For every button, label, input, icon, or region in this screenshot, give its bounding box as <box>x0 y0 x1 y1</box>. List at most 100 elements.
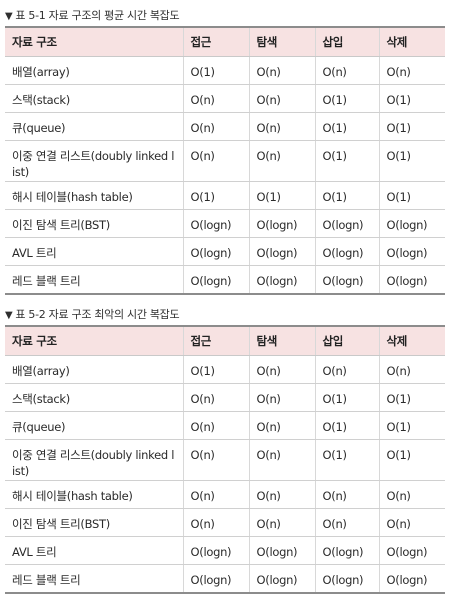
cell-access: O(logn) <box>182 237 249 266</box>
cell-access: O(logn) <box>182 209 249 238</box>
cell-delete: O(1) <box>378 411 445 440</box>
cell-structure: 이중 연결 리스트(doubly linked list) <box>5 140 183 182</box>
table-row: 이중 연결 리스트(doubly linked list) O(n) O(n) … <box>5 439 445 481</box>
cell-delete: O(1) <box>378 383 445 412</box>
cell-access: O(1) <box>182 355 249 384</box>
header-search: 탐색 <box>248 325 315 356</box>
cell-search: O(n) <box>248 56 315 85</box>
cell-structure: 스택(stack) <box>5 84 183 113</box>
triangle-down-icon: ▼ <box>5 310 13 321</box>
cell-insert: O(1) <box>314 411 379 440</box>
cell-search: O(n) <box>248 84 315 113</box>
cell-search: O(logn) <box>248 536 315 565</box>
table-row: 레드 블랙 트리 O(logn) O(logn) O(logn) O(logn) <box>5 564 445 594</box>
cell-structure: 이중 연결 리스트(doubly linked list) <box>5 439 183 481</box>
table-section-average: ▼ 표 5-1 자료 구조의 평균 시간 복잡도 자료 구조 접근 탐색 삽입 삭… <box>5 6 445 295</box>
cell-search: O(n) <box>248 411 315 440</box>
cell-structure: 해시 테이블(hash table) <box>5 181 183 210</box>
cell-delete: O(1) <box>378 84 445 113</box>
header-delete: 삭제 <box>378 26 445 57</box>
cell-delete: O(n) <box>378 56 445 85</box>
cell-structure: 큐(queue) <box>5 112 183 141</box>
header-access: 접근 <box>182 325 249 356</box>
header-search: 탐색 <box>248 26 315 57</box>
cell-insert: O(n) <box>314 480 379 509</box>
cell-insert: O(1) <box>314 383 379 412</box>
cell-access: O(logn) <box>182 265 249 295</box>
cell-insert: O(logn) <box>314 564 379 594</box>
caption-text: 표 5-2 자료 구조 최악의 시간 복잡도 <box>15 308 180 321</box>
table-section-worst: ▼ 표 5-2 자료 구조 최악의 시간 복잡도 자료 구조 접근 탐색 삽입 삭… <box>5 305 445 594</box>
cell-insert: O(1) <box>314 84 379 113</box>
table-row: 이진 탐색 트리(BST) O(n) O(n) O(n) O(n) <box>5 508 445 537</box>
cell-search: O(n) <box>248 355 315 384</box>
cell-insert: O(1) <box>314 181 379 210</box>
cell-insert: O(logn) <box>314 265 379 295</box>
caption-text: 표 5-1 자료 구조의 평균 시간 복잡도 <box>15 9 180 22</box>
cell-insert: O(n) <box>314 508 379 537</box>
cell-search: O(1) <box>248 181 315 210</box>
cell-delete: O(1) <box>378 181 445 210</box>
table-row: 큐(queue) O(n) O(n) O(1) O(1) <box>5 411 445 440</box>
complexity-table-worst: 자료 구조 접근 탐색 삽입 삭제 배열(array) O(1) O(n) O(… <box>5 325 445 594</box>
table-row: 해시 테이블(hash table) O(n) O(n) O(n) O(n) <box>5 480 445 509</box>
cell-delete: O(logn) <box>378 209 445 238</box>
cell-search: O(n) <box>248 508 315 537</box>
cell-delete: O(logn) <box>378 536 445 565</box>
cell-delete: O(n) <box>378 480 445 509</box>
table-row: 레드 블랙 트리 O(logn) O(logn) O(logn) O(logn) <box>5 265 445 295</box>
header-data-structure: 자료 구조 <box>5 26 183 57</box>
header-delete: 삭제 <box>378 325 445 356</box>
cell-access: O(n) <box>182 508 249 537</box>
cell-insert: O(logn) <box>314 237 379 266</box>
cell-search: O(n) <box>248 112 315 141</box>
cell-search: O(n) <box>248 140 315 182</box>
cell-search: O(logn) <box>248 265 315 295</box>
cell-search: O(logn) <box>248 237 315 266</box>
cell-delete: O(logn) <box>378 564 445 594</box>
table-row: 배열(array) O(1) O(n) O(n) O(n) <box>5 56 445 85</box>
table-row: AVL 트리 O(logn) O(logn) O(logn) O(logn) <box>5 237 445 266</box>
cell-access: O(n) <box>182 411 249 440</box>
cell-insert: O(n) <box>314 355 379 384</box>
table-row: 이진 탐색 트리(BST) O(logn) O(logn) O(logn) O(… <box>5 209 445 238</box>
cell-structure: 스택(stack) <box>5 383 183 412</box>
table-caption: ▼ 표 5-1 자료 구조의 평균 시간 복잡도 <box>5 6 445 26</box>
cell-delete: O(1) <box>378 140 445 182</box>
cell-insert: O(n) <box>314 56 379 85</box>
cell-delete: O(1) <box>378 112 445 141</box>
table-header-row: 자료 구조 접근 탐색 삽입 삭제 <box>5 26 445 57</box>
cell-access: O(n) <box>182 140 249 182</box>
table-row: 배열(array) O(1) O(n) O(n) O(n) <box>5 355 445 384</box>
table-header-row: 자료 구조 접근 탐색 삽입 삭제 <box>5 325 445 356</box>
cell-structure: 이진 탐색 트리(BST) <box>5 508 183 537</box>
cell-delete: O(logn) <box>378 237 445 266</box>
table-caption: ▼ 표 5-2 자료 구조 최악의 시간 복잡도 <box>5 305 445 325</box>
triangle-down-icon: ▼ <box>5 11 13 22</box>
cell-delete: O(n) <box>378 508 445 537</box>
cell-search: O(n) <box>248 480 315 509</box>
cell-delete: O(1) <box>378 439 445 481</box>
cell-insert: O(1) <box>314 112 379 141</box>
header-insert: 삽입 <box>314 26 379 57</box>
cell-insert: O(logn) <box>314 209 379 238</box>
cell-insert: O(logn) <box>314 536 379 565</box>
cell-structure: 이진 탐색 트리(BST) <box>5 209 183 238</box>
cell-structure: 해시 테이블(hash table) <box>5 480 183 509</box>
cell-structure: 레드 블랙 트리 <box>5 265 183 295</box>
cell-structure: 배열(array) <box>5 56 183 85</box>
cell-structure: AVL 트리 <box>5 536 183 565</box>
table-row: 해시 테이블(hash table) O(1) O(1) O(1) O(1) <box>5 181 445 210</box>
header-access: 접근 <box>182 26 249 57</box>
table-row: AVL 트리 O(logn) O(logn) O(logn) O(logn) <box>5 536 445 565</box>
cell-structure: 배열(array) <box>5 355 183 384</box>
header-data-structure: 자료 구조 <box>5 325 183 356</box>
cell-delete: O(n) <box>378 355 445 384</box>
cell-access: O(1) <box>182 181 249 210</box>
cell-access: O(1) <box>182 56 249 85</box>
cell-search: O(logn) <box>248 564 315 594</box>
cell-access: O(n) <box>182 112 249 141</box>
cell-structure: 큐(queue) <box>5 411 183 440</box>
cell-insert: O(1) <box>314 140 379 182</box>
cell-search: O(n) <box>248 383 315 412</box>
